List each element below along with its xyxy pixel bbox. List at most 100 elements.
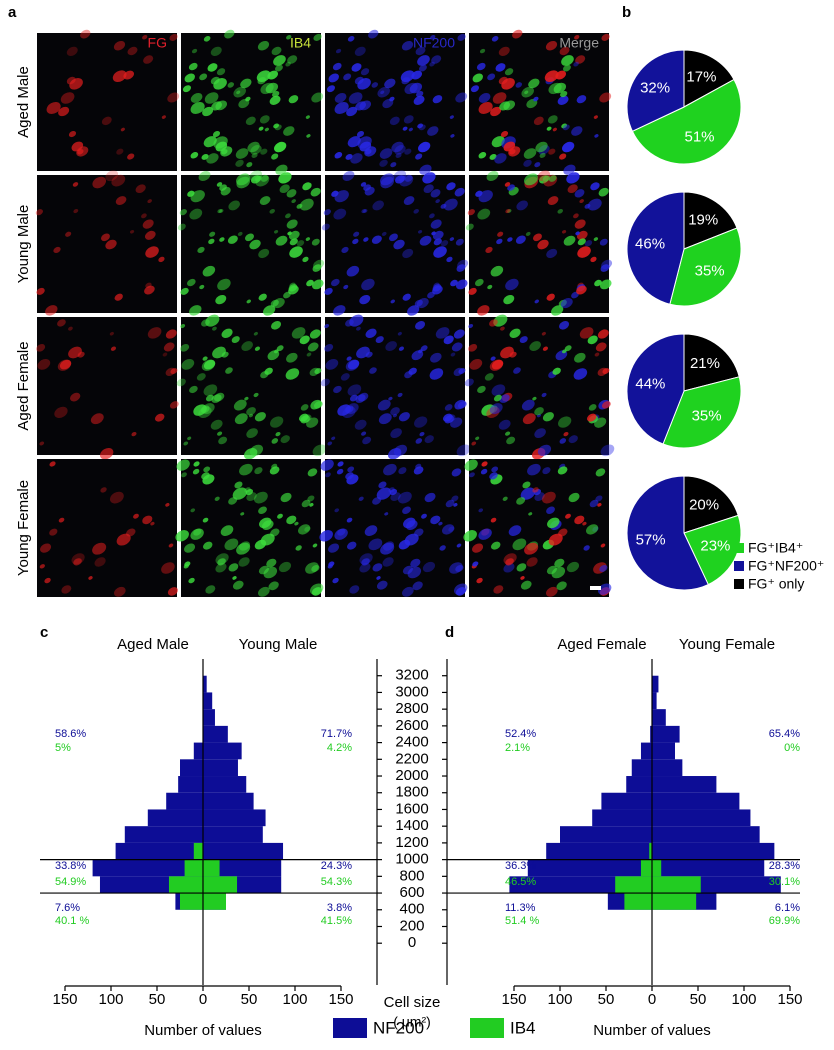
cell-signal (407, 566, 422, 579)
cell-signal (273, 55, 286, 66)
cell-signal (215, 563, 227, 573)
cell-signal (416, 297, 429, 309)
cell-signal (236, 173, 251, 186)
cell-signal (207, 63, 218, 72)
cell-signal (286, 515, 297, 525)
cell-signal (595, 468, 606, 477)
cell-signal (313, 401, 323, 409)
cell-signal (507, 237, 513, 242)
cell-signal (415, 46, 426, 56)
cell-signal (71, 553, 85, 565)
cell-signal (402, 248, 414, 259)
pie-label: 21% (690, 355, 720, 372)
cell-signal (109, 332, 114, 336)
cell-signal (334, 101, 349, 114)
cell-signal (271, 321, 282, 330)
bar (652, 725, 680, 743)
cell-signal (415, 321, 426, 330)
cell-signal (430, 34, 436, 40)
cell-signal (257, 40, 270, 51)
cell-signal (404, 82, 418, 95)
cell-signal (198, 406, 212, 419)
cell-signal (515, 82, 523, 88)
bar (652, 826, 760, 843)
bar (203, 725, 228, 743)
cell-signal (504, 68, 514, 76)
cell-signal (574, 189, 585, 198)
cell-signal (430, 352, 442, 363)
cell-signal (232, 580, 244, 590)
cell-signal (391, 141, 404, 153)
cell-signal (337, 404, 351, 416)
cell-signal (546, 293, 555, 301)
cell-signal (380, 542, 395, 555)
cell-signal (477, 208, 491, 220)
cell-signal (300, 404, 309, 411)
percent-note: 4.2% (327, 742, 352, 754)
percent-note: 46.5% (505, 876, 536, 888)
cell-signal (105, 170, 119, 182)
cell-signal (584, 203, 591, 209)
x-tick-label: 150 (328, 991, 353, 1008)
cell-signal (275, 431, 281, 437)
micrograph (37, 33, 177, 171)
cell-signal (583, 545, 590, 551)
percent-note: 54.3% (321, 876, 352, 888)
cell-signal (385, 341, 397, 351)
cell-signal (288, 95, 299, 104)
cell-signal (376, 487, 392, 500)
cell-signal (364, 525, 378, 536)
cell-signal (40, 543, 52, 553)
cell-signal (599, 92, 612, 103)
cell-signal (88, 576, 93, 580)
cell-signal (594, 352, 600, 357)
cell-signal (455, 279, 468, 290)
cell-signal (80, 29, 91, 39)
cell-signal (66, 46, 78, 56)
cell-signal (600, 543, 606, 548)
cell-signal (495, 63, 506, 72)
pie-label: 44% (635, 376, 665, 393)
cell-signal (274, 141, 287, 153)
cell-signal (561, 55, 574, 66)
cell-signal (73, 208, 79, 214)
cell-signal (72, 182, 79, 187)
cell-signal (328, 543, 340, 553)
cell-signal (418, 64, 427, 72)
cell-signal (534, 162, 541, 168)
cell-signal (246, 299, 252, 304)
cell-signal (432, 95, 443, 104)
pie-label: 51% (685, 128, 715, 145)
panel-label: d (445, 624, 454, 641)
cell-signal (487, 73, 496, 81)
bar (592, 809, 652, 827)
cell-signal (422, 172, 436, 184)
cell-signal (418, 141, 431, 153)
pie-slice (669, 227, 742, 307)
axis-unit: ( μm²) (393, 1014, 431, 1030)
cell-signal (36, 344, 46, 352)
cell-signal (260, 148, 268, 155)
cell-signal (312, 264, 322, 272)
cell-signal (565, 513, 571, 519)
cell-signal (180, 344, 190, 352)
cell-signal (402, 293, 411, 301)
pie-label: 57% (636, 531, 666, 548)
cell-signal (422, 561, 436, 573)
cell-signal (413, 208, 419, 214)
cell-signal (403, 196, 415, 206)
cell-signal (410, 558, 421, 568)
cell-signal (449, 237, 455, 241)
cell-signal (478, 152, 487, 159)
cell-signal (180, 323, 186, 329)
cell-signal (524, 90, 529, 95)
micrograph (37, 459, 177, 597)
cell-signal (215, 553, 229, 565)
bar (650, 725, 652, 743)
cell-signal (349, 585, 360, 594)
cell-signal (269, 208, 275, 214)
cell-signal (388, 396, 393, 401)
pie-label: 35% (695, 263, 725, 280)
cell-signal (439, 545, 446, 551)
cell-signal (419, 235, 432, 246)
